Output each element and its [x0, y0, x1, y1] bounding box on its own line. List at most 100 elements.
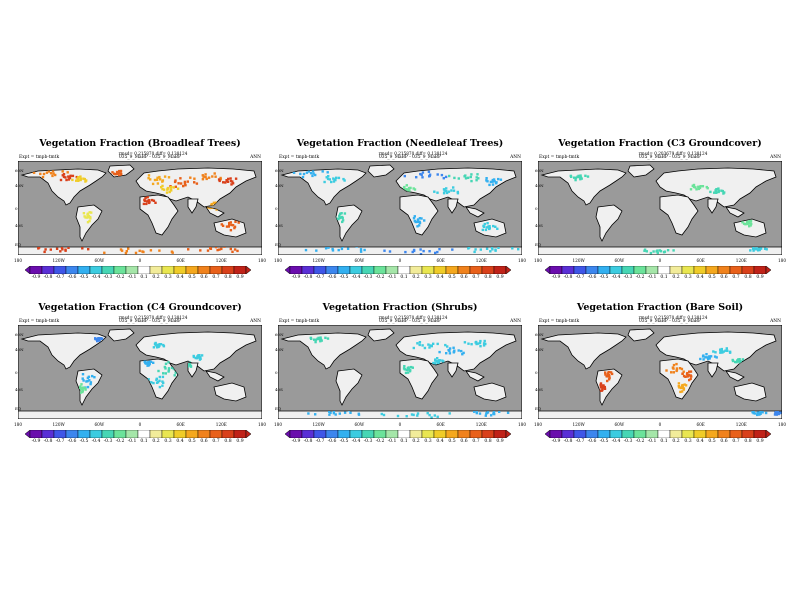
field-cell	[174, 185, 177, 188]
x-tick-label: 0	[138, 258, 142, 263]
field-cell	[165, 191, 169, 194]
field-cell	[59, 178, 63, 182]
field-cell	[423, 346, 427, 350]
field-cell	[691, 184, 694, 187]
colorbar-label: -0.4	[351, 439, 361, 444]
field-cell	[202, 175, 205, 178]
y-tick-label: 40S	[535, 223, 543, 228]
x-tick-label: 60E	[436, 422, 445, 427]
colorbar-end-high	[505, 430, 511, 438]
field-cell	[442, 192, 446, 195]
field-cell	[478, 341, 482, 345]
field-cell	[305, 171, 309, 174]
field-cell	[748, 219, 751, 223]
field-cell	[422, 249, 425, 253]
colorbar-swatch	[717, 430, 731, 438]
field-cell	[438, 248, 441, 251]
colorbar-swatch	[161, 430, 175, 438]
field-cell	[491, 180, 494, 183]
colorbar-label: -0.8	[43, 275, 53, 280]
x-tick-label: 180	[14, 422, 22, 427]
field-cell	[569, 174, 572, 178]
continent-greenland	[367, 328, 395, 342]
field-cell	[689, 377, 692, 381]
field-cell	[343, 212, 347, 215]
colorbar-label: 0.3	[164, 439, 172, 444]
field-cell	[196, 355, 199, 358]
colorbar-label: -0.8	[303, 275, 313, 280]
colorbar-label: 0.1	[400, 439, 408, 444]
colorbar-swatch	[585, 430, 599, 438]
field-cell	[440, 173, 444, 177]
field-cell	[606, 373, 610, 376]
field-cell	[229, 247, 232, 251]
field-cell	[757, 249, 760, 252]
field-cell	[314, 338, 318, 341]
field-cell	[231, 180, 234, 183]
panel-broadleaf-trees: Vegetation Fraction (Broadleaf Trees) rms…	[14, 138, 266, 308]
field-cell	[405, 184, 408, 187]
field-cell	[124, 251, 128, 255]
colorbar-label: -0.5	[599, 275, 609, 280]
colorbar-swatch	[549, 266, 563, 274]
field-cell	[159, 178, 162, 181]
field-cell	[752, 246, 755, 250]
y-tick-label: 0	[535, 370, 538, 375]
field-cell	[231, 250, 234, 253]
field-cell	[464, 177, 468, 180]
experiment-label: Expt = tmpb-tmtk	[19, 319, 60, 324]
field-cell	[337, 248, 340, 252]
field-cell	[413, 215, 416, 218]
colorbar-swatch	[349, 266, 363, 274]
field-cell	[45, 171, 49, 174]
field-cell	[741, 221, 744, 224]
colorbar-swatch	[681, 430, 695, 438]
field-cell	[678, 386, 681, 389]
colorbar-label: -0.2	[375, 439, 385, 444]
field-cell	[147, 361, 150, 364]
field-cell	[64, 176, 67, 179]
colorbar-swatch	[409, 266, 423, 274]
season-label: ANN	[250, 319, 261, 324]
field-cell	[403, 365, 406, 368]
field-cell	[338, 214, 341, 217]
field-cell	[412, 346, 415, 350]
field-cell	[452, 351, 455, 354]
colorbar-label: 0.8	[484, 275, 492, 280]
colorbar-label: 0.5	[708, 275, 716, 280]
colorbar-label: 0.5	[708, 439, 716, 444]
field-cell	[442, 360, 445, 363]
field-cell	[315, 249, 318, 252]
x-tick-label: 0	[658, 258, 662, 263]
field-cell	[166, 186, 170, 190]
field-cell	[610, 372, 614, 376]
colorbar-end-low	[285, 430, 291, 438]
field-layer	[307, 336, 510, 419]
colorbar-label: -0.3	[363, 439, 373, 444]
field-cell	[486, 411, 490, 414]
field-cell	[84, 388, 87, 391]
x-tick-label: 120E	[735, 422, 747, 427]
field-cell	[492, 224, 495, 228]
colorbar-swatch	[457, 266, 471, 274]
map-plot	[18, 325, 262, 419]
continent-seasia	[725, 370, 745, 382]
colorbar-swatch	[65, 430, 79, 438]
x-tick-label: 60E	[436, 258, 445, 263]
colorbar-swatch	[561, 266, 575, 274]
colorbar-label: -0.1	[127, 439, 137, 444]
colorbar-label: -0.9	[31, 439, 41, 444]
x-tick-label: 180	[778, 258, 786, 263]
colorbar-swatch	[289, 430, 303, 438]
field-cell	[599, 382, 603, 385]
colorbar-label: 0.6	[720, 439, 728, 444]
stat-line: rmsd= 0.215870 diff= 0.138124	[378, 151, 448, 156]
colorbar-swatch	[493, 266, 507, 274]
colorbar-swatch	[29, 266, 43, 274]
field-cell	[438, 359, 442, 362]
field-cell	[678, 367, 682, 370]
continent-eurasia	[135, 331, 257, 372]
colorbar-swatch	[161, 266, 175, 274]
colorbar-end-low	[545, 266, 551, 274]
field-cell	[682, 388, 685, 391]
